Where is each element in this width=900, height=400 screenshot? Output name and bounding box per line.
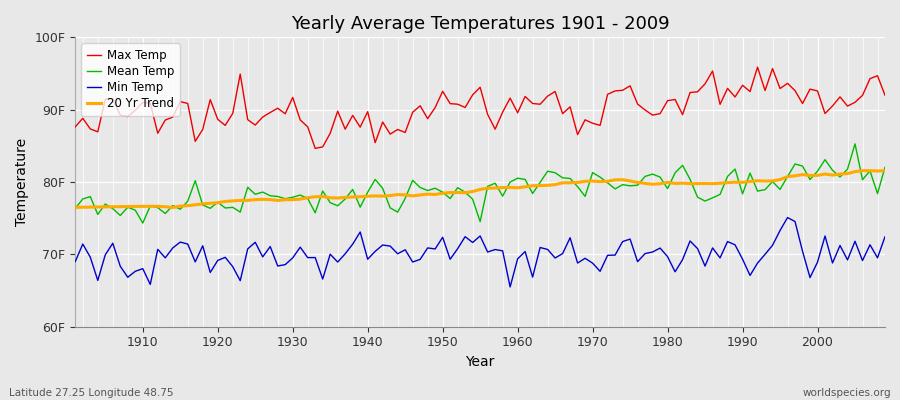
Mean Temp	[879, 165, 890, 170]
Max Temp	[879, 93, 890, 98]
Mean Temp	[609, 186, 620, 191]
Title: Yearly Average Temperatures 1901 - 2009: Yearly Average Temperatures 1901 - 2009	[291, 15, 670, 33]
Text: Latitude 27.25 Longitude 48.75: Latitude 27.25 Longitude 48.75	[9, 388, 174, 398]
Min Temp	[519, 249, 530, 254]
Text: worldspecies.org: worldspecies.org	[803, 388, 891, 398]
Min Temp	[130, 269, 140, 274]
Min Temp	[782, 215, 793, 220]
Mean Temp	[70, 206, 81, 211]
Max Temp	[519, 94, 530, 99]
20 Yr Trend	[347, 195, 358, 200]
20 Yr Trend	[609, 178, 620, 182]
Min Temp	[879, 234, 890, 239]
Min Temp	[609, 253, 620, 258]
Line: Min Temp: Min Temp	[76, 218, 885, 287]
Max Temp	[295, 118, 306, 122]
Mean Temp	[850, 142, 860, 146]
Line: Max Temp: Max Temp	[76, 67, 885, 148]
20 Yr Trend	[302, 195, 313, 200]
Max Temp	[130, 108, 140, 113]
Mean Temp	[512, 176, 523, 180]
X-axis label: Year: Year	[465, 355, 495, 369]
20 Yr Trend	[70, 205, 81, 210]
20 Yr Trend	[519, 184, 530, 189]
Max Temp	[512, 110, 523, 115]
Mean Temp	[347, 187, 358, 192]
Mean Temp	[130, 208, 140, 212]
Line: 20 Yr Trend: 20 Yr Trend	[76, 171, 885, 208]
Y-axis label: Temperature: Temperature	[15, 138, 29, 226]
Mean Temp	[138, 221, 148, 226]
Max Temp	[609, 88, 620, 93]
Min Temp	[340, 251, 351, 256]
Max Temp	[752, 65, 763, 70]
20 Yr Trend	[879, 168, 890, 173]
20 Yr Trend	[857, 168, 868, 173]
Min Temp	[505, 284, 516, 289]
Min Temp	[295, 245, 306, 250]
Max Temp	[347, 113, 358, 118]
Max Temp	[310, 146, 320, 151]
Line: Mean Temp: Mean Temp	[76, 144, 885, 223]
20 Yr Trend	[130, 204, 140, 209]
Max Temp	[70, 124, 81, 129]
Mean Temp	[519, 177, 530, 182]
20 Yr Trend	[512, 186, 523, 190]
Mean Temp	[302, 196, 313, 201]
Min Temp	[70, 259, 81, 264]
Legend: Max Temp, Mean Temp, Min Temp, 20 Yr Trend: Max Temp, Mean Temp, Min Temp, 20 Yr Tre…	[81, 43, 180, 116]
Min Temp	[512, 256, 523, 261]
20 Yr Trend	[167, 205, 178, 210]
